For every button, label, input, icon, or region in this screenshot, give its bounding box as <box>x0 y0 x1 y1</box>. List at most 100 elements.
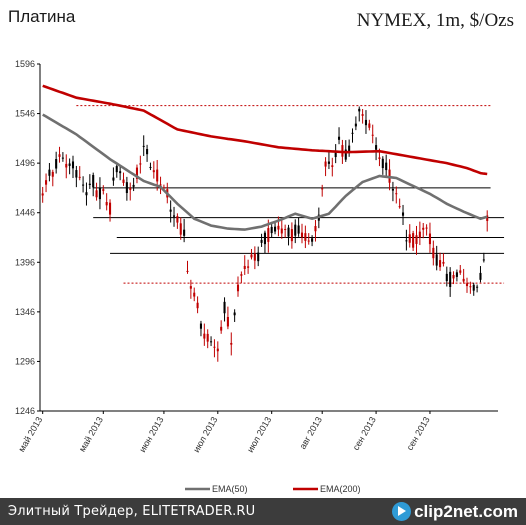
candle-body <box>226 316 229 327</box>
x-tick-label: сен 2013 <box>405 415 432 452</box>
logo-text: clip2net.com <box>414 501 518 521</box>
candle-body <box>189 286 192 289</box>
candle-body <box>55 159 58 169</box>
candle-body <box>71 161 75 169</box>
candle-body <box>479 272 482 280</box>
candle-body <box>425 227 428 229</box>
legend-label: EMA(200) <box>320 484 361 494</box>
candle-body <box>119 171 122 174</box>
candle-body <box>465 283 469 287</box>
candle-body <box>401 212 405 216</box>
candle-body <box>391 188 394 191</box>
candle-body <box>75 170 78 178</box>
candle-body <box>230 342 233 345</box>
candle-body <box>442 261 445 264</box>
x-tick-label: июл 2013 <box>191 415 219 454</box>
candle-body <box>405 240 408 242</box>
candle-body <box>449 271 452 287</box>
candle-body <box>105 201 108 206</box>
candle-body <box>277 225 280 230</box>
candle-body <box>337 136 341 140</box>
candle-body <box>193 292 196 297</box>
chart-title-right: NYMEX, 1m, $/Ozs <box>356 10 514 31</box>
candle-body <box>156 169 159 182</box>
moving-averages <box>42 84 488 231</box>
candle-body <box>263 232 266 245</box>
candle-body <box>223 301 226 314</box>
candle-body <box>112 177 115 181</box>
candle-body <box>78 176 81 178</box>
ema200-line <box>42 84 488 176</box>
candle-body <box>253 253 256 261</box>
candle-body <box>418 231 421 238</box>
candle-body <box>247 266 250 268</box>
candle-body <box>300 232 304 238</box>
candle-body <box>422 227 425 230</box>
legend: EMA(50) EMA(200) <box>185 484 361 494</box>
candle-body <box>428 233 432 245</box>
candle-body <box>183 229 186 236</box>
candle-body <box>344 149 347 160</box>
candle-body <box>371 134 374 136</box>
candle-body <box>65 163 68 168</box>
candle-body <box>290 229 293 242</box>
candle-body <box>324 161 327 167</box>
candle-body <box>364 119 368 126</box>
legend-label: EMA(50) <box>212 484 248 494</box>
candle-body <box>139 163 142 165</box>
y-tick-label: 1396 <box>15 257 35 267</box>
candle-body <box>179 223 182 235</box>
candle-body <box>68 163 71 166</box>
candle-body <box>378 157 381 159</box>
candle-body <box>469 286 472 288</box>
candle-body <box>216 348 219 352</box>
candle-body <box>206 333 209 342</box>
candle-body <box>199 323 203 329</box>
candle-body <box>459 270 462 273</box>
candle-body <box>311 238 314 242</box>
candle-body <box>102 189 105 191</box>
candle-body <box>351 132 354 134</box>
candle-body <box>280 228 283 234</box>
candle-body <box>287 227 290 237</box>
candle-body <box>213 346 216 348</box>
candle-body <box>98 187 101 200</box>
candle-body <box>95 190 98 198</box>
candle-body <box>257 252 260 262</box>
x-tick-label: сен 2013 <box>351 415 378 452</box>
x-tick-label: май 2013 <box>77 415 105 454</box>
candle-body <box>368 123 371 128</box>
candle-body <box>152 170 155 173</box>
candle-body <box>284 229 287 231</box>
candle-body <box>48 169 51 176</box>
candle-body <box>297 225 300 234</box>
candle-body <box>162 187 165 189</box>
candle-body <box>361 114 364 116</box>
candle-body <box>88 183 91 185</box>
candle-body <box>92 174 95 188</box>
candle-body <box>146 149 149 155</box>
candle-body <box>415 235 418 244</box>
candle-body <box>240 274 243 276</box>
y-tick-label: 1246 <box>15 406 35 416</box>
candle-body <box>45 180 48 185</box>
candle-body <box>327 161 330 164</box>
candle-body <box>408 234 411 243</box>
candle-body <box>381 158 384 169</box>
candle-body <box>82 184 85 186</box>
candle-body <box>58 154 61 157</box>
candle-body <box>196 302 199 309</box>
candle-body <box>176 216 179 223</box>
candle-body <box>108 202 112 215</box>
candle-body <box>186 270 189 272</box>
candle-body <box>274 226 277 232</box>
candle-body <box>348 145 351 152</box>
candle-body <box>260 239 263 243</box>
candle-body <box>115 166 118 173</box>
clip2net-logo[interactable]: clip2net.com <box>392 501 518 522</box>
candle-body <box>267 228 270 242</box>
candle-body <box>41 193 44 196</box>
footer-text: Элитный Трейдер, ELITETRADER.RU <box>8 504 256 519</box>
candle-body <box>236 284 240 292</box>
